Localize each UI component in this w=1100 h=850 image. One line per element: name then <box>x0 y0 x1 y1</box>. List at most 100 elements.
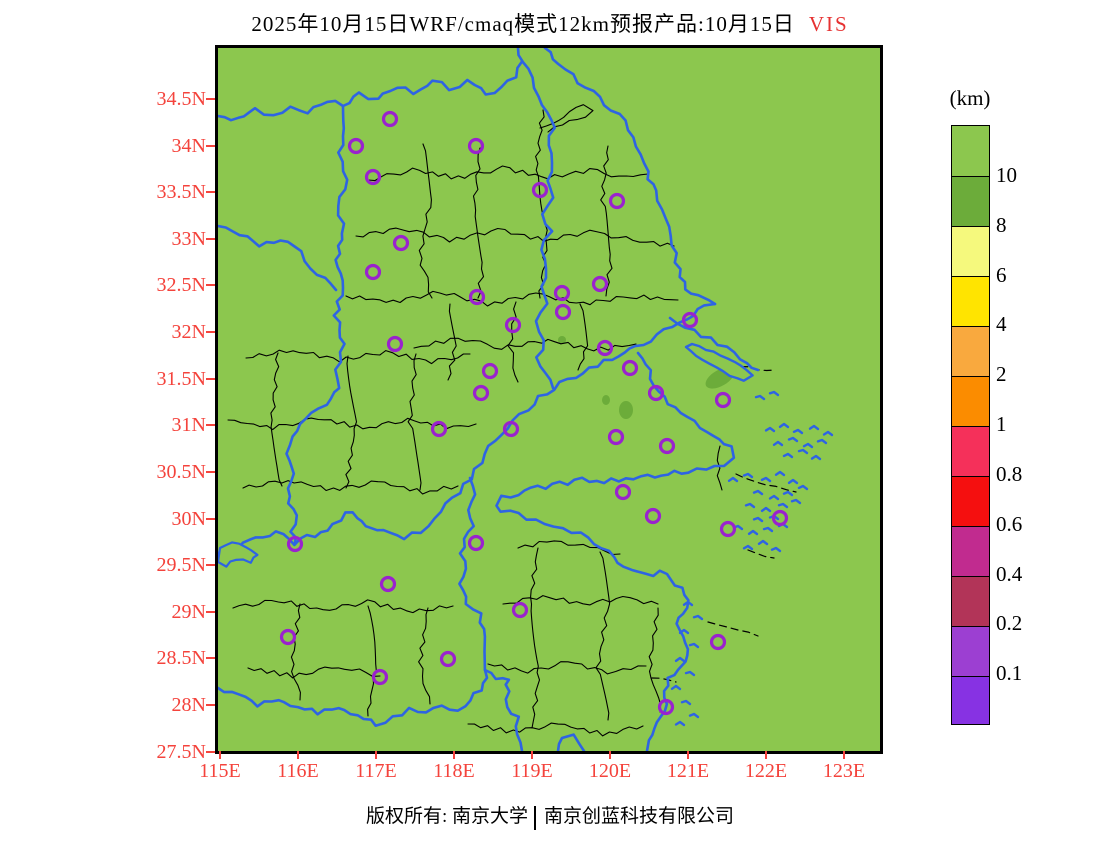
county-boundary <box>502 595 659 606</box>
legend-tick-label: 0.2 <box>996 611 1023 636</box>
legend-unit-label: (km) <box>949 86 991 110</box>
station-marker <box>714 391 732 409</box>
x-axis-label: 120E <box>588 760 632 782</box>
county-boundary <box>600 145 613 297</box>
island-mark <box>768 494 780 501</box>
legend-colorbar <box>951 125 990 725</box>
county-boundary <box>539 104 594 133</box>
station-marker <box>531 181 549 199</box>
legend-band <box>952 626 989 676</box>
island-mark <box>688 712 700 719</box>
y-axis-label: 29.5N <box>156 554 206 577</box>
station-marker <box>347 137 365 155</box>
island-mark <box>816 438 828 445</box>
county-boundary <box>577 303 589 371</box>
legend-tick-label: 2 <box>996 362 1007 387</box>
island-mark <box>727 476 739 483</box>
lake-outline <box>218 541 259 568</box>
y-axis-tick <box>206 331 215 334</box>
island-mark <box>760 506 772 513</box>
x-axis-tick <box>843 751 845 759</box>
station-marker <box>504 316 522 334</box>
island-mark <box>670 684 682 691</box>
island-mark <box>768 390 780 397</box>
maritime-dashed-line <box>717 359 777 372</box>
island-mark <box>752 489 764 496</box>
maritime-dashed-line <box>735 473 797 493</box>
county-boundary <box>595 551 611 721</box>
province-boundary <box>218 48 524 122</box>
island-mark <box>692 614 704 621</box>
y-axis-tick <box>206 237 215 240</box>
island-mark <box>684 670 696 677</box>
island-mark <box>790 498 802 505</box>
island-mark <box>752 516 764 523</box>
legend-band <box>952 526 989 576</box>
station-marker <box>381 110 399 128</box>
station-marker <box>472 384 490 402</box>
island-mark <box>787 478 799 485</box>
legend-tick-label: 0.4 <box>996 561 1023 586</box>
island-mark <box>772 440 784 447</box>
x-axis-label: 122E <box>744 760 788 782</box>
county-boundary <box>472 147 485 299</box>
county-boundary <box>367 605 377 717</box>
island-outline <box>684 342 754 382</box>
island-mark <box>757 539 769 546</box>
station-marker <box>371 668 389 686</box>
y-axis-label: 33N <box>171 227 206 250</box>
island-mark <box>742 472 754 479</box>
x-axis-tick <box>765 751 767 759</box>
y-axis-label: 34.5N <box>156 88 206 110</box>
county-boundary <box>367 165 649 182</box>
station-marker <box>286 535 304 553</box>
station-marker <box>614 483 632 501</box>
legend-band <box>952 176 989 226</box>
y-axis-label: 32.5N <box>156 274 206 297</box>
legend-tick-label: 0.1 <box>996 661 1023 686</box>
x-axis-label: 123E <box>822 760 866 782</box>
y-axis-label: 32N <box>171 321 206 344</box>
station-marker <box>279 628 297 646</box>
county-boundary <box>355 227 675 247</box>
y-axis-label: 27.5N <box>156 740 206 763</box>
y-axis-tick <box>206 470 215 473</box>
y-axis-tick <box>206 284 215 287</box>
station-marker <box>719 520 737 538</box>
station-marker <box>596 339 614 357</box>
legend-band <box>952 276 989 326</box>
island-mark <box>674 656 686 663</box>
y-axis-tick <box>206 377 215 380</box>
y-axis-tick <box>206 610 215 613</box>
island-mark <box>764 426 776 433</box>
y-axis-tick <box>206 191 215 194</box>
island-mark <box>797 448 809 455</box>
island-mark <box>747 529 759 536</box>
maritime-dashed-line <box>651 677 677 683</box>
county-boundary <box>716 445 723 491</box>
island-mark <box>674 720 686 727</box>
station-marker <box>439 650 457 668</box>
island-mark <box>742 544 754 551</box>
legend-tick-label: 0.8 <box>996 461 1023 486</box>
station-marker <box>481 362 499 380</box>
station-marker <box>467 137 485 155</box>
county-boundary <box>487 661 647 675</box>
y-axis-tick <box>206 564 215 567</box>
county-boundary <box>345 290 679 307</box>
station-marker <box>591 275 609 293</box>
province-boundary <box>218 668 489 727</box>
maritime-dashed-line <box>747 549 775 559</box>
y-axis-label: 28.5N <box>156 647 206 670</box>
island-mark <box>688 642 700 649</box>
y-axis-label: 28N <box>171 694 206 717</box>
county-boundary <box>447 303 457 381</box>
county-boundary <box>648 607 662 713</box>
province-boundary <box>556 733 586 751</box>
station-marker <box>771 509 789 527</box>
station-marker <box>364 263 382 281</box>
legend-tick-label: 0.6 <box>996 511 1023 536</box>
county-boundary <box>290 603 301 701</box>
island-mark <box>680 699 692 706</box>
